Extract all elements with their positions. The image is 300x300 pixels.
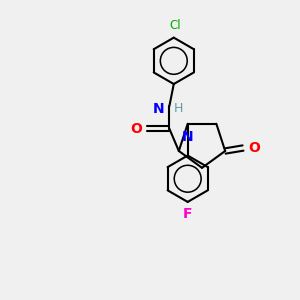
Text: F: F <box>183 207 192 221</box>
Text: H: H <box>174 102 183 115</box>
Text: N: N <box>182 130 194 144</box>
Text: O: O <box>248 141 260 155</box>
Text: Cl: Cl <box>169 19 181 32</box>
Text: N: N <box>152 102 164 116</box>
Text: O: O <box>130 122 142 136</box>
